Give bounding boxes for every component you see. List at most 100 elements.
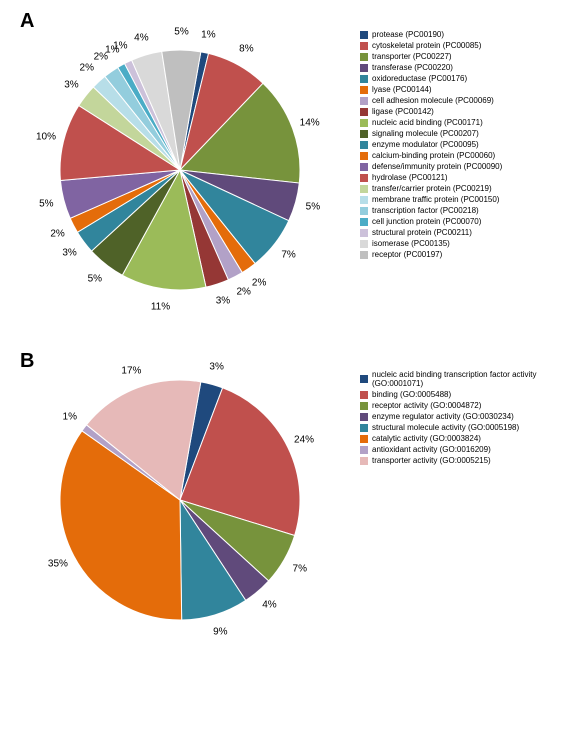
- legend-text: transcription factor (PC00218): [372, 206, 479, 215]
- slice-percent-label: 4%: [262, 600, 276, 611]
- legend-swatch: [360, 119, 368, 127]
- legend-item: catalytic activity (GO:0003824): [360, 434, 557, 443]
- legend-text: calcium-binding protein (PC00060): [372, 151, 495, 160]
- legend-text: transfer/carrier protein (PC00219): [372, 184, 492, 193]
- legend-text: nucleic acid binding transcription facto…: [372, 370, 557, 388]
- legend-swatch: [360, 196, 368, 204]
- legend-item: receptor activity (GO:0004872): [360, 401, 557, 410]
- pie-chart-a: 1%8%14%5%7%2%2%3%11%5%3%2%5%10%3%2%2%1%1…: [10, 10, 350, 330]
- legend-text: antioxidant activity (GO:0016209): [372, 445, 491, 454]
- slice-percent-label: 3%: [209, 361, 223, 372]
- legend-item: nucleic acid binding transcription facto…: [360, 370, 557, 388]
- slice-percent-label: 14%: [300, 117, 320, 128]
- slice-percent-label: 24%: [294, 434, 314, 445]
- legend-item: protease (PC00190): [360, 30, 502, 39]
- legend-swatch: [360, 185, 368, 193]
- legend-swatch: [360, 240, 368, 248]
- legend-swatch: [360, 163, 368, 171]
- legend-swatch: [360, 375, 368, 383]
- legend-swatch: [360, 141, 368, 149]
- legend-swatch: [360, 42, 368, 50]
- pie-svg: [10, 350, 350, 650]
- slice-percent-label: 4%: [134, 32, 148, 43]
- legend-swatch: [360, 446, 368, 454]
- legend-item: structural molecule activity (GO:0005198…: [360, 423, 557, 432]
- slice-percent-label: 35%: [48, 559, 68, 570]
- legend-text: membrane traffic protein (PC00150): [372, 195, 499, 204]
- legend-swatch: [360, 457, 368, 465]
- slice-percent-label: 1%: [113, 40, 127, 51]
- legend-swatch: [360, 75, 368, 83]
- legend-item: cell junction protein (PC00070): [360, 217, 502, 226]
- legend-swatch: [360, 424, 368, 432]
- legend-item: transporter activity (GO:0005215): [360, 456, 557, 465]
- legend-text: defense/immunity protein (PC00090): [372, 162, 502, 171]
- legend-item: signaling molecule (PC00207): [360, 129, 502, 138]
- legend-text: ligase (PC00142): [372, 107, 434, 116]
- slice-percent-label: 1%: [201, 29, 215, 40]
- legend-text: transporter activity (GO:0005215): [372, 456, 491, 465]
- legend-text: transferase (PC00220): [372, 63, 453, 72]
- slice-percent-label: 3%: [62, 247, 76, 258]
- legend-swatch: [360, 53, 368, 61]
- legend-swatch: [360, 229, 368, 237]
- legend-swatch: [360, 86, 368, 94]
- legend-text: enzyme modulator (PC00095): [372, 140, 479, 149]
- panel-b: B 3%24%7%4%9%35%1%17% nucleic acid bindi…: [10, 350, 557, 650]
- slice-percent-label: 9%: [213, 626, 227, 637]
- legend-swatch: [360, 130, 368, 138]
- slice-percent-label: 2%: [252, 278, 266, 289]
- legend-item: enzyme modulator (PC00095): [360, 140, 502, 149]
- legend-text: nucleic acid binding (PC00171): [372, 118, 483, 127]
- legend-item: transcription factor (PC00218): [360, 206, 502, 215]
- legend-swatch: [360, 413, 368, 421]
- legend-item: transferase (PC00220): [360, 63, 502, 72]
- legend-item: membrane traffic protein (PC00150): [360, 195, 502, 204]
- legend-item: hydrolase (PC00121): [360, 173, 502, 182]
- legend-item: defense/immunity protein (PC00090): [360, 162, 502, 171]
- legend-item: ligase (PC00142): [360, 107, 502, 116]
- legend-text: lyase (PC00144): [372, 85, 432, 94]
- legend-text: structural molecule activity (GO:0005198…: [372, 423, 519, 432]
- legend-item: antioxidant activity (GO:0016209): [360, 445, 557, 454]
- legend-text: isomerase (PC00135): [372, 239, 450, 248]
- legend-swatch: [360, 207, 368, 215]
- slice-percent-label: 17%: [121, 365, 141, 376]
- legend-text: signaling molecule (PC00207): [372, 129, 479, 138]
- legend-item: nucleic acid binding (PC00171): [360, 118, 502, 127]
- legend-text: receptor activity (GO:0004872): [372, 401, 481, 410]
- legend-item: isomerase (PC00135): [360, 239, 502, 248]
- legend-text: cytoskeletal protein (PC00085): [372, 41, 481, 50]
- legend-text: hydrolase (PC00121): [372, 173, 448, 182]
- legend-swatch: [360, 391, 368, 399]
- panel-a: A 1%8%14%5%7%2%2%3%11%5%3%2%5%10%3%2%2%1…: [10, 10, 557, 330]
- legend-item: enzyme regulator activity (GO:0030234): [360, 412, 557, 421]
- legend-item: oxidoreductase (PC00176): [360, 74, 502, 83]
- legend-text: enzyme regulator activity (GO:0030234): [372, 412, 514, 421]
- legend-item: transporter (PC00227): [360, 52, 502, 61]
- legend-text: protease (PC00190): [372, 30, 444, 39]
- slice-percent-label: 3%: [216, 296, 230, 307]
- legend-swatch: [360, 108, 368, 116]
- legend-swatch: [360, 31, 368, 39]
- pie-chart-b: 3% 24% 7% 4% 9% 35% 1% 17%: [10, 350, 350, 650]
- legend-item: cell adhesion molecule (PC00069): [360, 96, 502, 105]
- legend-text: oxidoreductase (PC00176): [372, 74, 467, 83]
- slice-percent-label: 8%: [239, 44, 253, 55]
- legend-item: structural protein (PC00211): [360, 228, 502, 237]
- slice-percent-label: 11%: [151, 301, 170, 312]
- legend-text: catalytic activity (GO:0003824): [372, 434, 481, 443]
- legend-item: receptor (PC00197): [360, 250, 502, 259]
- legend-text: binding (GO:0005488): [372, 390, 451, 399]
- legend-swatch: [360, 251, 368, 259]
- slice-percent-label: 10%: [36, 132, 56, 143]
- slice-percent-label: 5%: [306, 202, 320, 213]
- slice-percent-label: 7%: [281, 250, 295, 261]
- slice-percent-label: 1%: [63, 411, 77, 422]
- slice-percent-label: 7%: [293, 563, 307, 574]
- legend-text: cell adhesion molecule (PC00069): [372, 96, 494, 105]
- legend-swatch: [360, 64, 368, 72]
- legend-text: receptor (PC00197): [372, 250, 442, 259]
- slice-percent-label: 5%: [39, 199, 53, 210]
- slice-percent-label: 2%: [50, 228, 64, 239]
